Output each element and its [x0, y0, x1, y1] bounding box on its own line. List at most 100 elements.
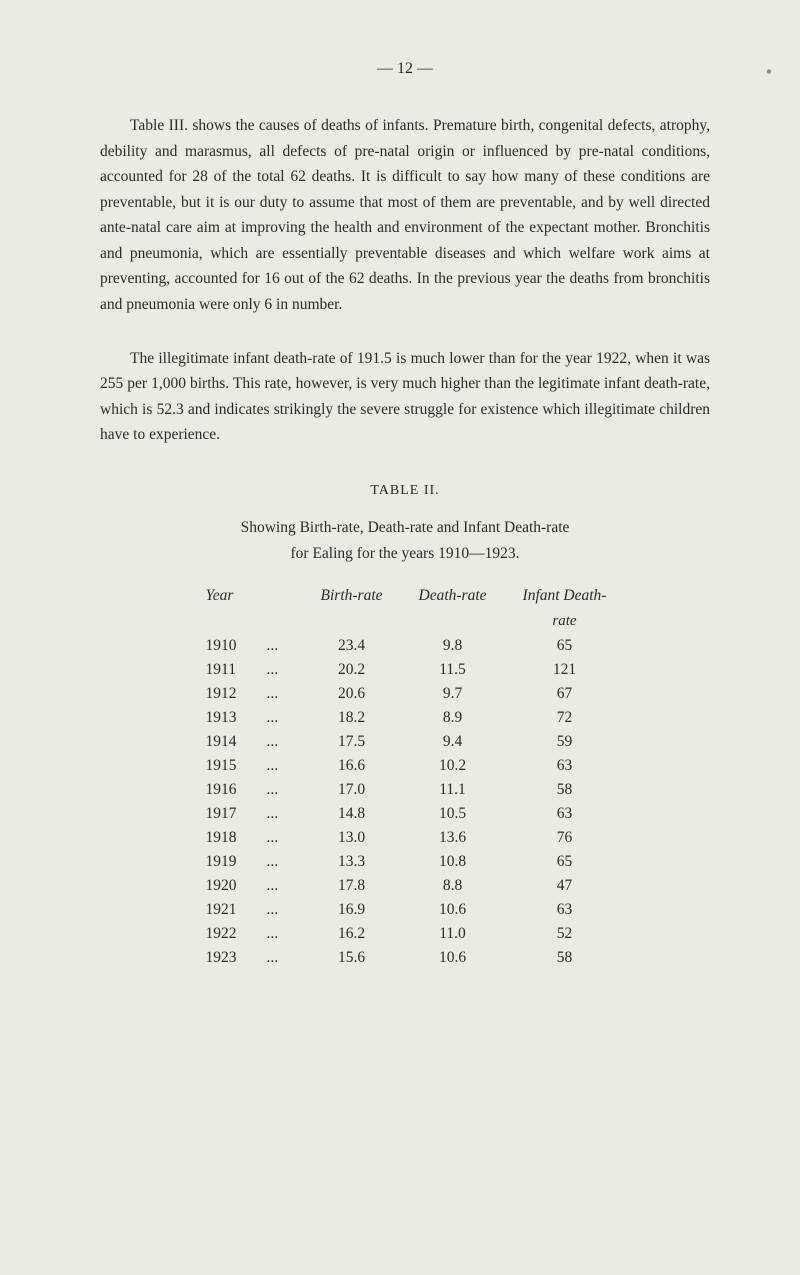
cell-birth-rate: 18.2 [303, 706, 401, 730]
table-row: 1922...16.211.052 [186, 922, 625, 946]
cell-death-rate: 10.5 [401, 802, 505, 826]
cell-death-rate: 9.7 [401, 682, 505, 706]
table-row: 1923...15.610.658 [186, 946, 625, 970]
cell-infant-death-rate: 65 [505, 850, 625, 874]
cell-infant-death-rate: 59 [505, 730, 625, 754]
table-row: 1910...23.49.865 [186, 634, 625, 658]
header-year: Year [186, 583, 267, 609]
table-subheader-row: rate [186, 609, 625, 634]
cell-dots: ... [267, 874, 303, 898]
cell-death-rate: 11.5 [401, 658, 505, 682]
table-row: 1919...13.310.865 [186, 850, 625, 874]
cell-infant-death-rate: 63 [505, 898, 625, 922]
table-row: 1917...14.810.563 [186, 802, 625, 826]
cell-infant-death-rate: 76 [505, 826, 625, 850]
cell-dots: ... [267, 730, 303, 754]
cell-dots: ... [267, 658, 303, 682]
cell-death-rate: 10.8 [401, 850, 505, 874]
cell-year: 1914 [186, 730, 267, 754]
cell-death-rate: 10.6 [401, 946, 505, 970]
table-row: 1920...17.88.847 [186, 874, 625, 898]
header-birth-rate: Birth-rate [303, 583, 401, 609]
page-number: — 12 — [100, 60, 710, 78]
cell-dots: ... [267, 898, 303, 922]
cell-birth-rate: 16.2 [303, 922, 401, 946]
table-row: 1921...16.910.663 [186, 898, 625, 922]
page-dot-marker: • [766, 62, 772, 83]
cell-year: 1922 [186, 922, 267, 946]
cell-birth-rate: 17.5 [303, 730, 401, 754]
table-row: 1911...20.211.5121 [186, 658, 625, 682]
cell-year: 1911 [186, 658, 267, 682]
cell-infant-death-rate: 52 [505, 922, 625, 946]
paragraph-1: Table III. shows the causes of deaths of… [100, 113, 710, 318]
table-caption: Showing Birth-rate, Death-rate and Infan… [100, 519, 710, 537]
cell-birth-rate: 16.6 [303, 754, 401, 778]
cell-dots: ... [267, 706, 303, 730]
cell-dots: ... [267, 634, 303, 658]
cell-dots: ... [267, 826, 303, 850]
cell-infant-death-rate: 63 [505, 802, 625, 826]
cell-year: 1918 [186, 826, 267, 850]
cell-dots: ... [267, 754, 303, 778]
header-infant-rate-sub: rate [505, 609, 625, 634]
table-body: 1910...23.49.8651911...20.211.51211912..… [186, 634, 625, 970]
cell-death-rate: 9.8 [401, 634, 505, 658]
cell-year: 1916 [186, 778, 267, 802]
cell-death-rate: 11.1 [401, 778, 505, 802]
cell-year: 1923 [186, 946, 267, 970]
table-label: TABLE II. [100, 483, 710, 499]
cell-infant-death-rate: 47 [505, 874, 625, 898]
cell-dots: ... [267, 946, 303, 970]
cell-birth-rate: 17.0 [303, 778, 401, 802]
cell-birth-rate: 23.4 [303, 634, 401, 658]
cell-death-rate: 10.2 [401, 754, 505, 778]
table-row: 1914...17.59.459 [186, 730, 625, 754]
cell-year: 1913 [186, 706, 267, 730]
data-table: Year Birth-rate Death-rate Infant Death-… [186, 583, 625, 970]
header-death-rate: Death-rate [401, 583, 505, 609]
cell-infant-death-rate: 63 [505, 754, 625, 778]
cell-birth-rate: 13.3 [303, 850, 401, 874]
cell-infant-death-rate: 121 [505, 658, 625, 682]
paragraph-2: The illegitimate infant death-rate of 19… [100, 346, 710, 448]
cell-death-rate: 9.4 [401, 730, 505, 754]
cell-year: 1915 [186, 754, 267, 778]
cell-birth-rate: 20.6 [303, 682, 401, 706]
cell-birth-rate: 13.0 [303, 826, 401, 850]
cell-year: 1910 [186, 634, 267, 658]
cell-year: 1917 [186, 802, 267, 826]
cell-infant-death-rate: 67 [505, 682, 625, 706]
cell-year: 1912 [186, 682, 267, 706]
cell-infant-death-rate: 72 [505, 706, 625, 730]
cell-death-rate: 11.0 [401, 922, 505, 946]
table-row: 1912...20.69.767 [186, 682, 625, 706]
cell-dots: ... [267, 850, 303, 874]
table-row: 1916...17.011.158 [186, 778, 625, 802]
cell-dots: ... [267, 682, 303, 706]
cell-dots: ... [267, 802, 303, 826]
table-row: 1915...16.610.263 [186, 754, 625, 778]
cell-birth-rate: 16.9 [303, 898, 401, 922]
cell-infant-death-rate: 65 [505, 634, 625, 658]
cell-year: 1921 [186, 898, 267, 922]
cell-infant-death-rate: 58 [505, 778, 625, 802]
cell-birth-rate: 20.2 [303, 658, 401, 682]
cell-death-rate: 8.8 [401, 874, 505, 898]
header-dots [267, 583, 303, 609]
cell-dots: ... [267, 778, 303, 802]
table-header-row: Year Birth-rate Death-rate Infant Death- [186, 583, 625, 609]
header-infant-death-rate: Infant Death- [505, 583, 625, 609]
table-row: 1918...13.013.676 [186, 826, 625, 850]
table-row: 1913...18.28.972 [186, 706, 625, 730]
cell-birth-rate: 15.6 [303, 946, 401, 970]
cell-year: 1919 [186, 850, 267, 874]
cell-birth-rate: 14.8 [303, 802, 401, 826]
cell-infant-death-rate: 58 [505, 946, 625, 970]
cell-death-rate: 13.6 [401, 826, 505, 850]
table-subcaption: for Ealing for the years 1910—1923. [100, 545, 710, 563]
cell-death-rate: 8.9 [401, 706, 505, 730]
cell-birth-rate: 17.8 [303, 874, 401, 898]
cell-year: 1920 [186, 874, 267, 898]
cell-death-rate: 10.6 [401, 898, 505, 922]
